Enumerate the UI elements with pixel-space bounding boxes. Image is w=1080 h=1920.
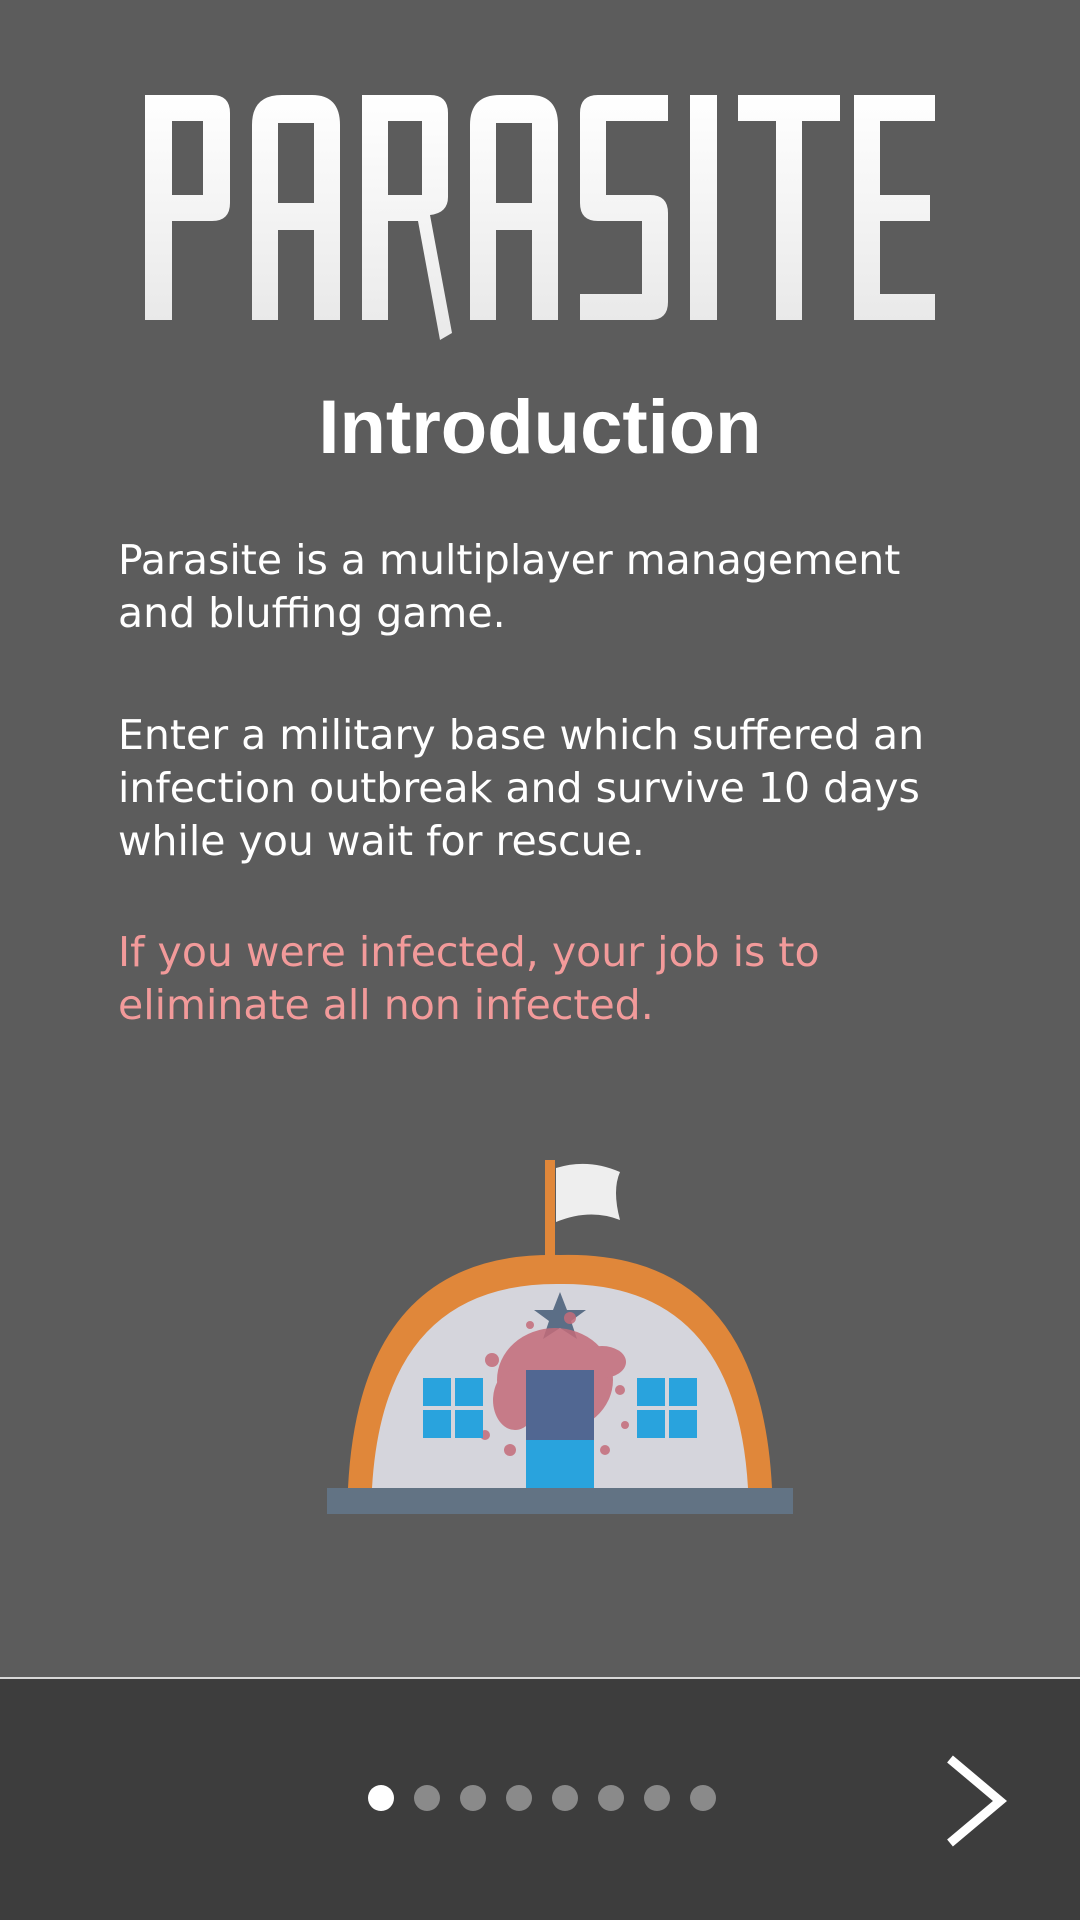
intro-screen: Introduction Parasite is a multiplayer m… <box>118 85 940 1520</box>
parasite-logo <box>140 85 940 345</box>
left-window <box>423 1378 483 1438</box>
intro-paragraph-2: Enter a military base which suffered an … <box>118 711 925 865</box>
footer-divider <box>0 1677 1080 1679</box>
page-dot-8[interactable] <box>690 1785 716 1811</box>
page-title: Introduction <box>318 385 762 470</box>
next-button[interactable] <box>940 1753 1010 1849</box>
page-dot-6[interactable] <box>598 1785 624 1811</box>
page-indicator <box>368 1785 716 1811</box>
military-base-illustration <box>320 1150 800 1520</box>
page-dot-7[interactable] <box>644 1785 670 1811</box>
page-dot-5[interactable] <box>552 1785 578 1811</box>
page-dot-3[interactable] <box>460 1785 486 1811</box>
page-dot-4[interactable] <box>506 1785 532 1811</box>
page-dot-1[interactable] <box>368 1785 394 1811</box>
right-window <box>637 1378 697 1438</box>
infected-warning-paragraph: If you were infected, your job is to eli… <box>118 928 820 1029</box>
base-ground <box>327 1488 793 1514</box>
chevron-right-icon <box>947 1755 1007 1847</box>
flag <box>556 1163 620 1222</box>
footer-bar <box>0 1679 1080 1920</box>
intro-paragraph-1: Parasite is a multiplayer management and… <box>118 536 901 637</box>
star-emblem <box>534 1292 586 1339</box>
flag-pole <box>545 1160 555 1270</box>
page-dot-2[interactable] <box>414 1785 440 1811</box>
